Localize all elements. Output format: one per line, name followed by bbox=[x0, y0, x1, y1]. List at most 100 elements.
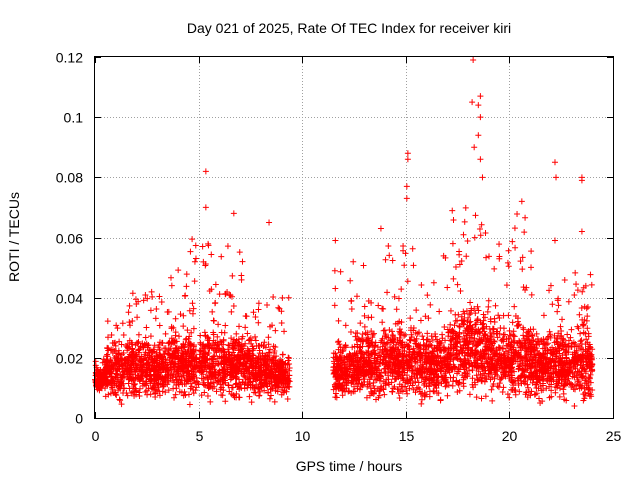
data-point bbox=[554, 308, 561, 315]
data-point bbox=[154, 368, 161, 375]
data-point bbox=[572, 269, 579, 276]
data-point bbox=[500, 325, 507, 332]
data-point bbox=[147, 307, 154, 314]
data-point bbox=[225, 382, 232, 389]
data-point bbox=[187, 248, 194, 255]
data-point bbox=[150, 348, 157, 355]
data-point bbox=[162, 389, 169, 396]
data-point bbox=[114, 325, 121, 332]
data-point bbox=[255, 306, 262, 313]
data-point bbox=[205, 340, 212, 347]
data-point bbox=[139, 340, 146, 347]
data-point bbox=[454, 281, 461, 288]
data-point bbox=[105, 391, 112, 398]
data-point bbox=[127, 322, 134, 329]
data-point bbox=[491, 315, 498, 322]
data-point bbox=[94, 366, 101, 373]
data-point bbox=[156, 373, 163, 380]
data-point bbox=[357, 320, 364, 327]
data-point bbox=[403, 183, 410, 190]
data-point bbox=[134, 314, 141, 321]
data-point bbox=[270, 293, 277, 300]
data-point bbox=[390, 385, 397, 392]
data-point bbox=[492, 302, 499, 309]
data-point bbox=[152, 390, 159, 397]
data-point bbox=[413, 385, 420, 392]
data-point bbox=[146, 351, 153, 358]
data-point bbox=[444, 284, 451, 291]
data-point bbox=[409, 245, 416, 252]
data-point bbox=[108, 332, 115, 339]
data-point bbox=[491, 265, 498, 272]
data-point bbox=[183, 271, 190, 278]
data-point bbox=[499, 388, 506, 395]
data-point bbox=[212, 299, 219, 306]
data-point bbox=[436, 308, 443, 315]
data-point bbox=[172, 391, 179, 398]
data-point bbox=[143, 382, 150, 389]
data-point bbox=[477, 114, 484, 121]
data-point bbox=[361, 303, 368, 310]
data-point bbox=[396, 395, 403, 401]
data-point bbox=[117, 381, 124, 388]
data-point bbox=[568, 326, 575, 333]
data-point bbox=[528, 291, 535, 298]
data-point bbox=[158, 360, 165, 367]
data-point bbox=[272, 327, 279, 334]
data-point bbox=[400, 243, 407, 250]
data-point bbox=[557, 323, 564, 330]
data-point bbox=[175, 349, 182, 356]
data-point bbox=[173, 377, 180, 384]
data-point bbox=[147, 367, 154, 374]
data-point bbox=[505, 312, 512, 319]
data-point bbox=[142, 334, 149, 341]
data-point bbox=[175, 267, 182, 274]
data-point bbox=[133, 351, 140, 358]
y-tick-label: 0.12 bbox=[56, 50, 83, 66]
data-point bbox=[389, 328, 396, 335]
data-point bbox=[473, 394, 480, 401]
x-tick-label: 15 bbox=[399, 428, 415, 444]
data-point bbox=[167, 274, 174, 281]
data-point bbox=[221, 329, 228, 336]
data-point bbox=[94, 376, 101, 383]
data-point bbox=[167, 375, 174, 382]
data-point bbox=[172, 332, 179, 339]
data-point bbox=[347, 277, 354, 284]
data-point bbox=[561, 276, 568, 283]
data-point bbox=[350, 258, 357, 265]
data-point bbox=[160, 375, 167, 382]
data-point bbox=[195, 380, 202, 387]
data-point bbox=[452, 311, 459, 318]
data-point bbox=[202, 168, 209, 175]
data-point bbox=[120, 332, 127, 339]
data-point bbox=[449, 382, 456, 389]
data-point bbox=[480, 317, 487, 324]
data-point bbox=[116, 396, 123, 403]
data-point bbox=[113, 392, 120, 399]
data-point bbox=[126, 376, 133, 383]
data-point bbox=[266, 395, 273, 402]
data-point bbox=[131, 392, 138, 399]
data-point bbox=[176, 364, 183, 371]
data-point bbox=[122, 356, 129, 363]
data-point bbox=[233, 330, 240, 337]
data-point bbox=[185, 368, 192, 375]
data-point bbox=[165, 308, 172, 315]
data-point bbox=[193, 374, 200, 381]
data-point bbox=[199, 364, 206, 371]
data-point bbox=[187, 385, 194, 392]
data-point bbox=[178, 352, 185, 359]
data-point bbox=[143, 356, 150, 363]
data-point bbox=[386, 327, 393, 334]
data-point bbox=[587, 271, 594, 278]
data-point bbox=[201, 389, 208, 396]
data-point bbox=[92, 358, 99, 365]
data-point bbox=[418, 282, 425, 289]
data-point bbox=[275, 304, 282, 311]
y-tick-label: 0 bbox=[75, 411, 83, 427]
data-point bbox=[159, 364, 166, 371]
data-point bbox=[383, 340, 390, 347]
data-point bbox=[462, 204, 469, 211]
